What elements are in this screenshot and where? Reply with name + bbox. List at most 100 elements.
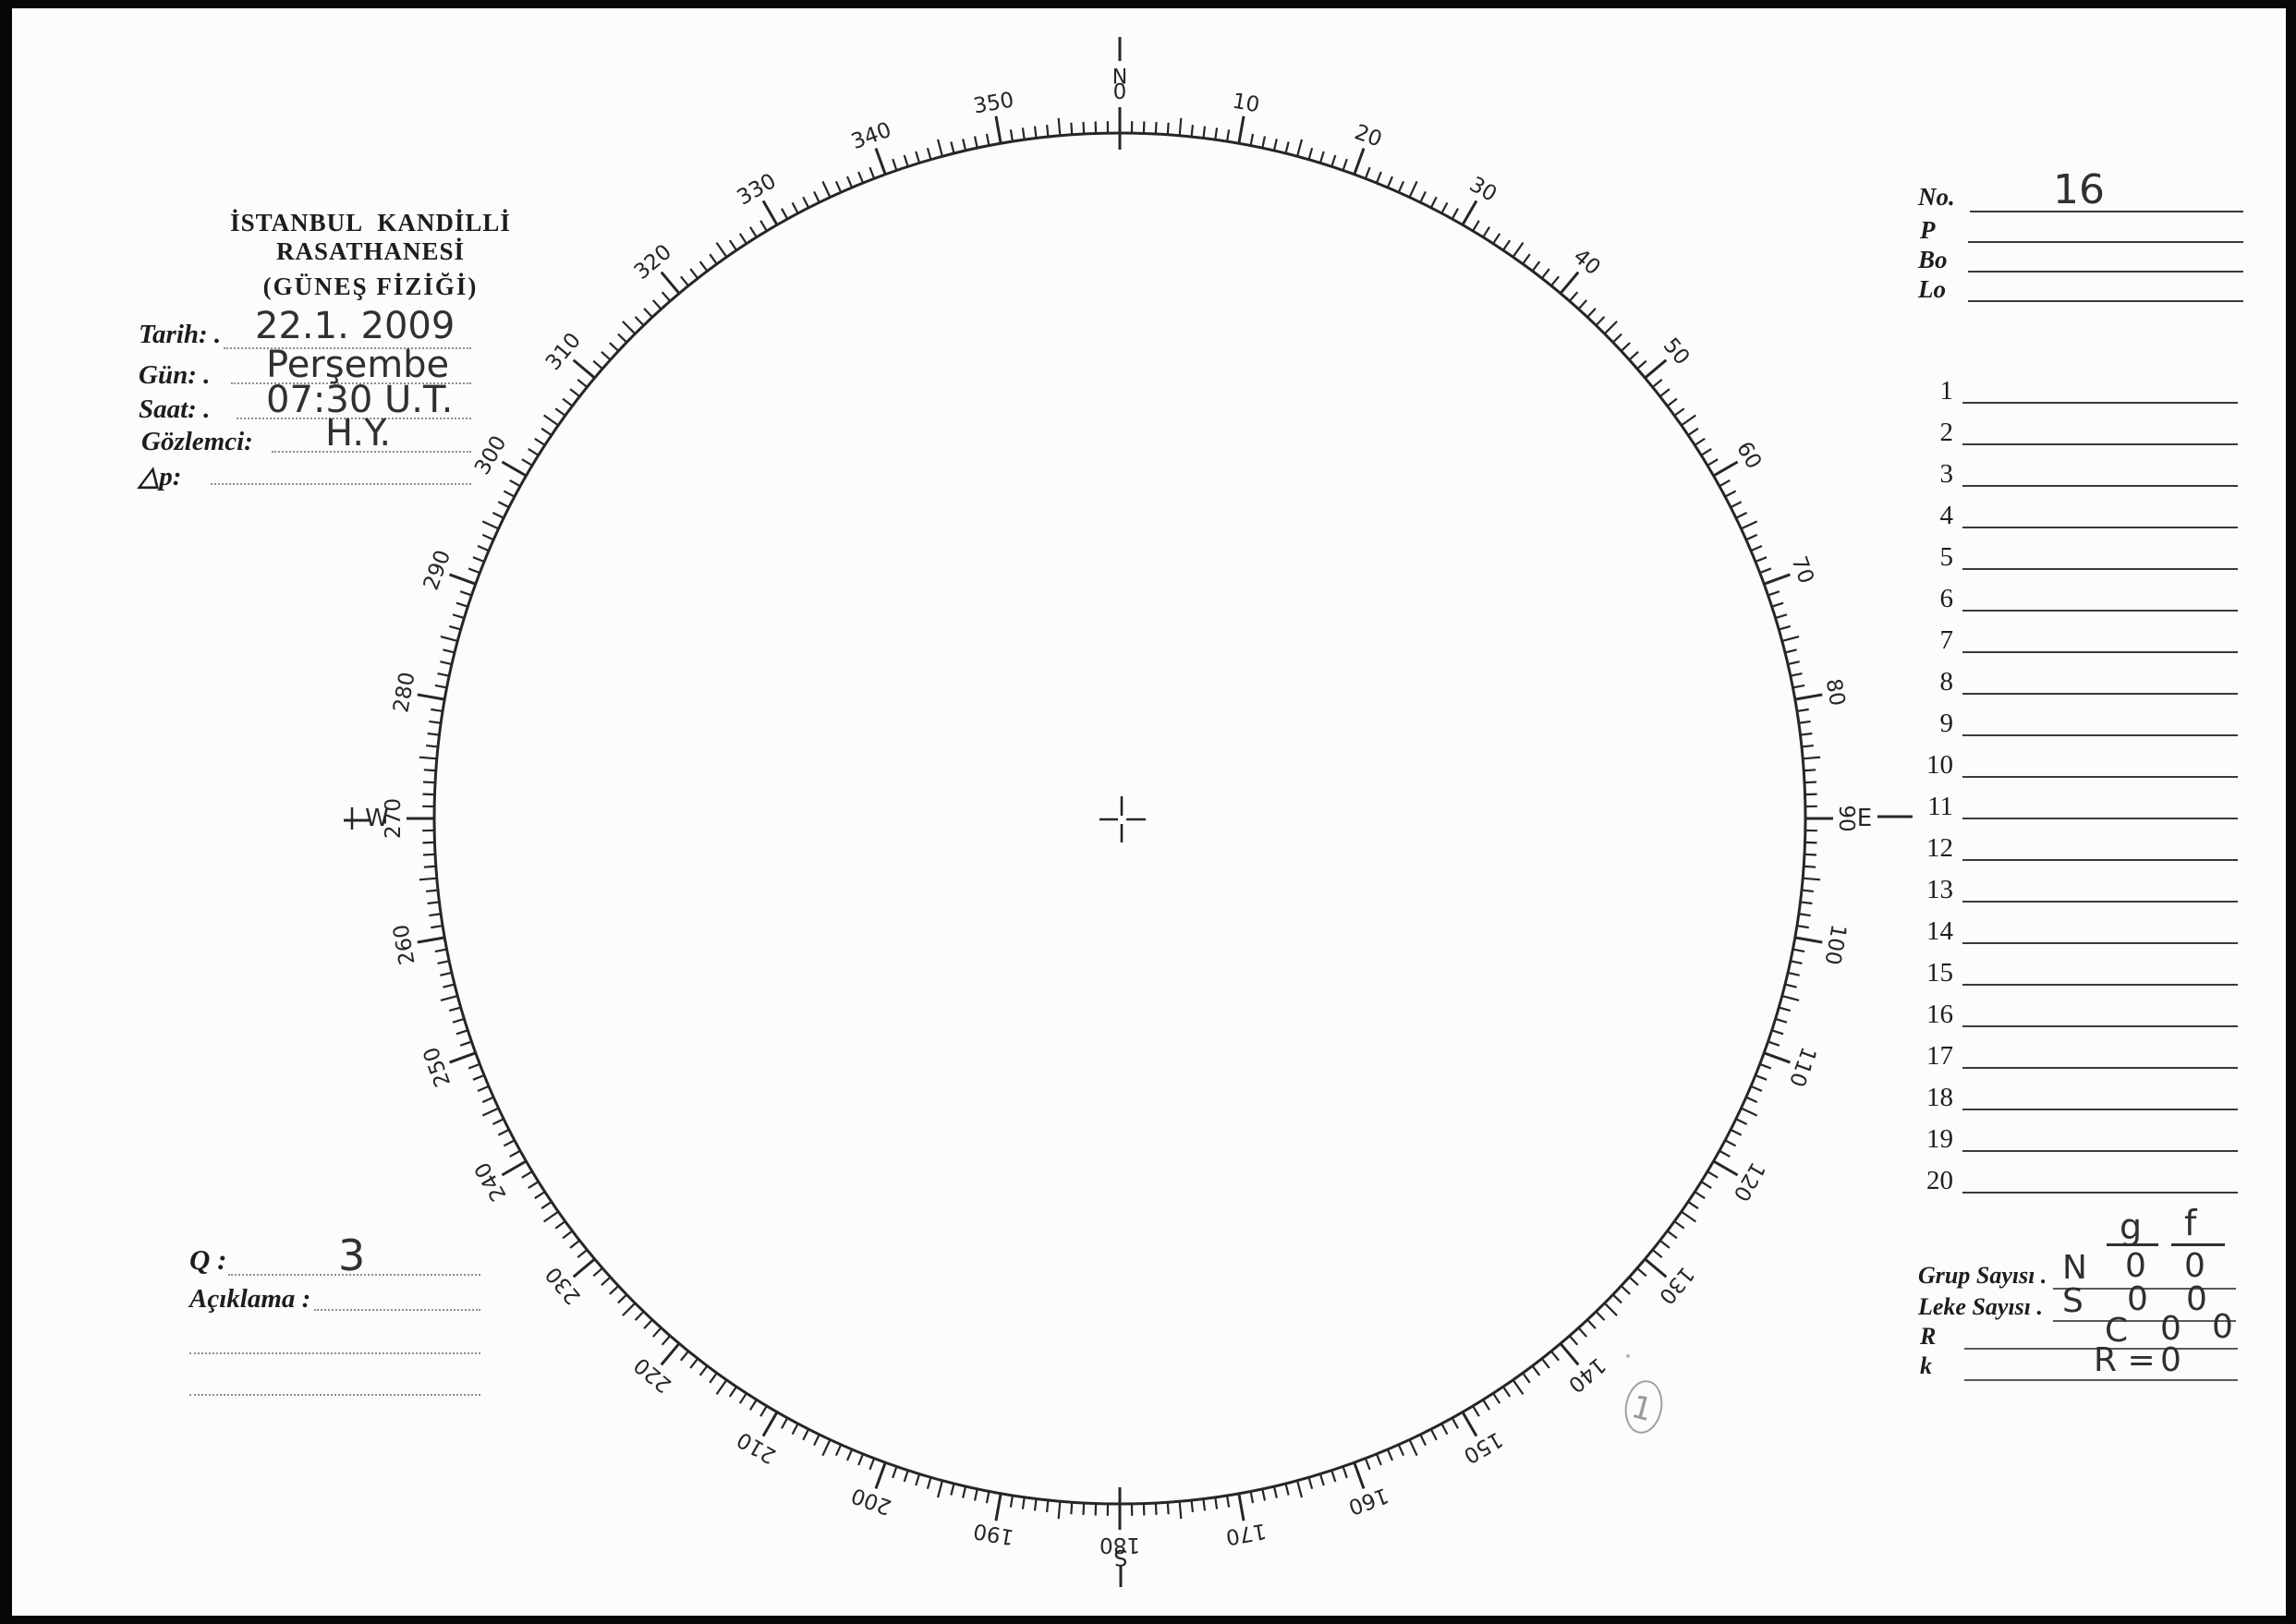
degree-label: 150: [1459, 1426, 1506, 1467]
degree-label: 290: [419, 547, 456, 593]
r-g: 0: [2160, 1310, 2181, 1348]
bo-label: Bo: [1918, 246, 1948, 273]
lo-label: Lo: [1918, 275, 1946, 303]
center-cross: [1099, 796, 1146, 842]
observation-row-number: 9: [1939, 709, 1954, 738]
degree-label: 100: [1819, 923, 1850, 967]
field-label-delta-p: △p:: [139, 462, 182, 491]
r-line: [1964, 1348, 2238, 1350]
observation-row-number: 20: [1926, 1166, 1953, 1195]
degree-label: 70: [1786, 553, 1817, 587]
observation-row-line: [1962, 984, 2238, 986]
observation-row-line: [1962, 818, 2238, 819]
pencil-annotation-value: 1: [1627, 1388, 1656, 1429]
compass-marks: N E S W: [344, 37, 1913, 1587]
degree-label: 110: [1784, 1044, 1820, 1090]
leke-sayisi-prefix: S: [2062, 1282, 2083, 1320]
summary-col-f-underline: [2171, 1243, 2225, 1246]
east-letter: E: [1857, 805, 1872, 832]
observation-row-number: 2: [1939, 418, 1954, 447]
leke-sayisi-label: Leke Sayısı .: [1918, 1293, 2044, 1320]
observation-row-line: [1962, 402, 2238, 404]
degree-label: 300: [470, 431, 511, 479]
degree-label: 80: [1821, 677, 1850, 708]
degree-label: 60: [1731, 438, 1766, 473]
solar-disk-circle: [432, 131, 1807, 1506]
degree-label: 250: [419, 1044, 456, 1090]
degree-label: 320: [630, 240, 676, 285]
observation-row-line: [1962, 651, 2238, 653]
degree-label: 340: [848, 118, 894, 154]
summary-col-g-underline: [2107, 1243, 2158, 1246]
degree-label: 160: [1345, 1483, 1391, 1519]
summary-col-g: g: [2120, 1206, 2143, 1247]
degree-labels: 0 10 20 30 40 50 60 70 80 90 100 110 120 130 140 150 160…: [382, 80, 1858, 1557]
observation-row-number: 5: [1939, 542, 1954, 572]
degree-label: 0: [1113, 80, 1127, 104]
field-label-tarih: Tarih: .: [139, 320, 222, 349]
observation-row-number: 7: [1939, 625, 1954, 655]
observation-row-line: [1962, 776, 2238, 778]
aciklama-label: Açıklama :: [189, 1284, 311, 1314]
institution-line2: (GÜNEŞ FİZİĞİ): [262, 273, 479, 300]
field-line-saat: [237, 418, 471, 419]
lo-line: [1968, 300, 2243, 302]
degree-label: 140: [1563, 1352, 1610, 1397]
grup-sayisi-label: Grup Sayısı .: [1918, 1262, 2047, 1289]
observation-row-number: 17: [1926, 1041, 1953, 1071]
grup-sayisi-prefix: N: [2062, 1249, 2087, 1287]
observation-row-line: [1962, 1192, 2238, 1194]
observation-row-number: 12: [1926, 833, 1953, 863]
k-prefix: R =: [2094, 1341, 2156, 1379]
observation-row-line: [1962, 1025, 2238, 1027]
degree-label: 270: [382, 798, 406, 839]
degree-ticks: [407, 107, 1833, 1530]
field-line-tarih: [224, 347, 471, 349]
observation-row-number: 11: [1927, 792, 1953, 821]
observation-row-number: 8: [1939, 667, 1954, 697]
observation-row-line: [1962, 610, 2238, 612]
field-label-gozlemci: Gözlemci:: [141, 427, 253, 456]
degree-label: 240: [470, 1157, 511, 1205]
observation-row-line: [1962, 527, 2238, 528]
field-value-saat: 07:30 U.T.: [266, 379, 454, 421]
r-prefix: C: [2105, 1312, 2129, 1350]
no-line: [1970, 211, 2243, 212]
south-letter: S: [1113, 1545, 1127, 1570]
degree-label: 180: [1099, 1533, 1140, 1557]
institution-line1: İSTANBUL KANDİLLİ RASATHANESİ: [230, 209, 511, 265]
degree-label: 20: [1352, 120, 1385, 151]
aciklama-line-2: [189, 1352, 480, 1354]
no-value: 16: [2053, 166, 2105, 213]
degree-label: 350: [972, 88, 1016, 118]
grup-sayisi-line: [2053, 1288, 2236, 1290]
r-label: R: [1920, 1323, 1937, 1350]
aciklama-line-1: [314, 1309, 480, 1311]
no-label: No.: [1918, 183, 1955, 211]
degree-label: 40: [1569, 245, 1605, 281]
grup-sayisi-f: 0: [2184, 1247, 2205, 1285]
observation-row-number: 6: [1939, 584, 1954, 613]
scan-edge-right: [2286, 0, 2296, 1624]
field-value-gun: Perşembe: [266, 344, 450, 386]
leke-sayisi-f: 0: [2186, 1280, 2207, 1318]
observation-row-line: [1962, 942, 2238, 944]
field-label-saat: Saat: .: [139, 394, 211, 424]
observation-row-number: 18: [1926, 1083, 1953, 1112]
degree-label: 170: [1224, 1518, 1269, 1548]
pencil-circled-mark: 1: [1624, 1354, 1663, 1434]
degree-label: 10: [1231, 90, 1261, 118]
observation-row-number: 19: [1926, 1124, 1953, 1154]
degree-label: 50: [1658, 333, 1695, 370]
degree-label: 120: [1728, 1157, 1768, 1205]
degree-label: 90: [1834, 805, 1858, 831]
bo-line: [1968, 271, 2243, 273]
field-line-delta-p: [211, 483, 471, 485]
degree-label: 260: [389, 923, 419, 967]
field-label-gun: Gün: .: [139, 360, 211, 390]
p-line: [1968, 241, 2243, 243]
p-label: P: [1920, 216, 1936, 244]
q-value: 3: [338, 1230, 366, 1280]
